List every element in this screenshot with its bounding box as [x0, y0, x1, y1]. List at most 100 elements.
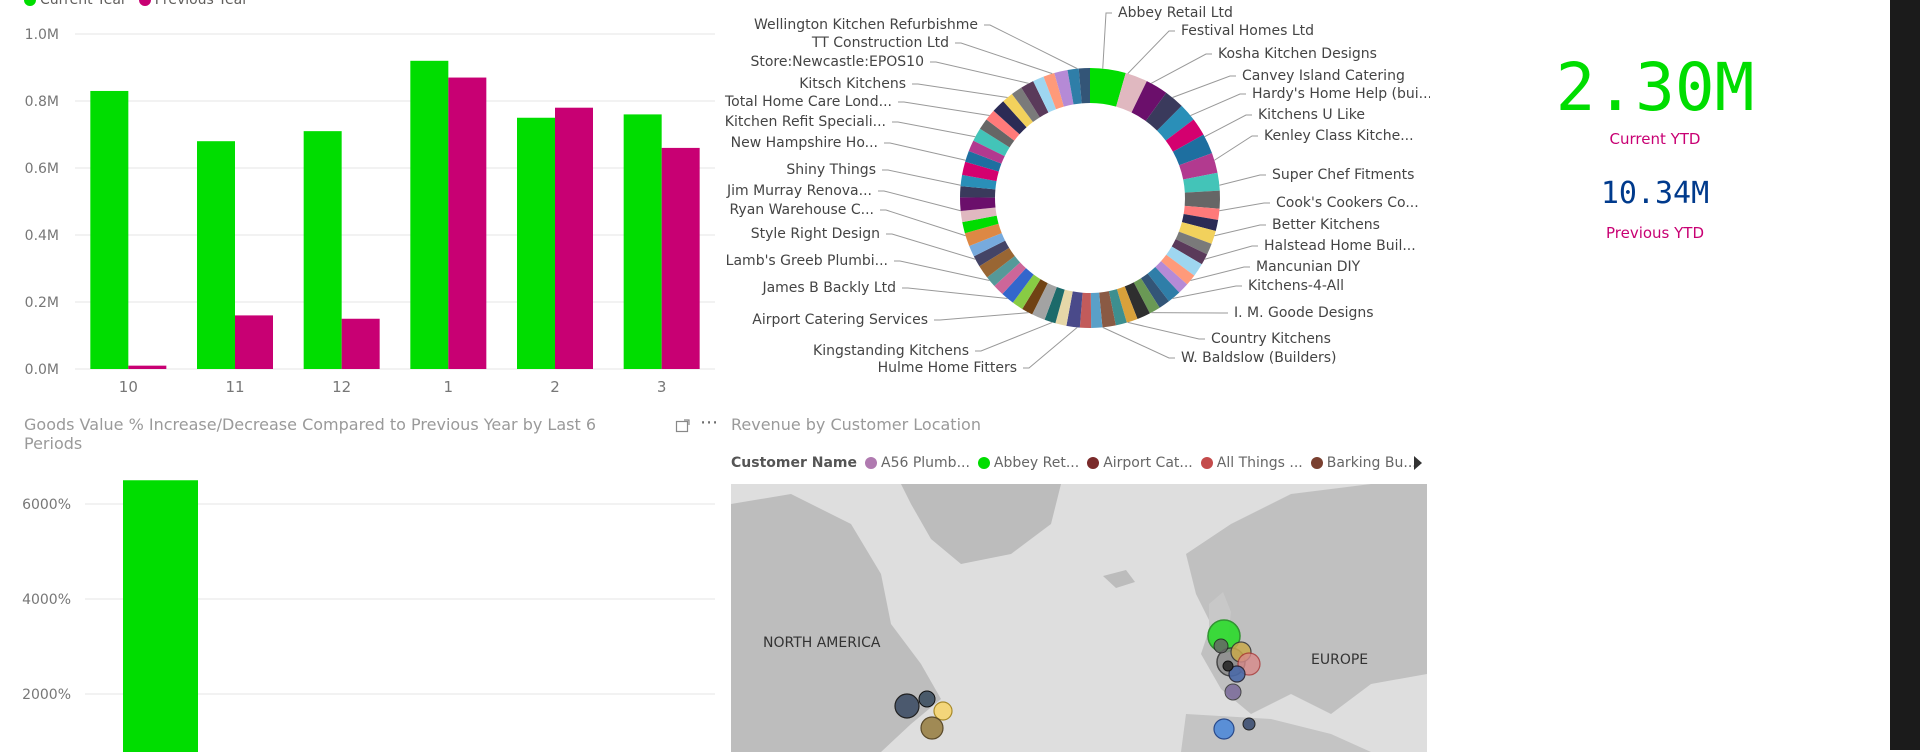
y-tick-label: 6000% [22, 497, 71, 513]
map-legend-item-label: Barking Bu... [1327, 455, 1417, 471]
map-title: Revenue by Customer Location [731, 415, 1231, 434]
leader-line [1219, 203, 1270, 211]
map-legend-item[interactable]: Airport Cat... [1087, 455, 1193, 471]
bar[interactable] [555, 108, 593, 369]
donut-label: Hardy's Home Help (bui... [1252, 86, 1430, 102]
leader-line [882, 170, 961, 185]
leader-line [878, 191, 961, 211]
legend-dot-icon [1311, 457, 1323, 469]
bar[interactable] [410, 61, 448, 369]
donut-label: I. M. Goode Designs [1234, 305, 1374, 321]
leader-line [1190, 267, 1250, 280]
focus-mode-icon[interactable] [675, 418, 691, 434]
previous-ytd-value: 10.34M [1520, 174, 1790, 214]
map-bubble[interactable] [921, 717, 943, 739]
map-legend-item[interactable]: All Things ... [1201, 455, 1303, 471]
map-legend-item[interactable]: Abbey Ret... [978, 455, 1079, 471]
donut-label: Kitchens U Like [1258, 107, 1365, 123]
leader-line [1023, 327, 1077, 368]
x-tick-label: 11 [225, 378, 244, 396]
goods-value-title: Goods Value % Increase/Decrease Compared… [24, 415, 644, 453]
x-tick-label: 1 [444, 378, 454, 396]
leader-line [1128, 322, 1205, 339]
donut-label: TT Construction Ltd [811, 35, 949, 51]
bar[interactable] [90, 91, 128, 369]
donut-slice[interactable] [1185, 191, 1220, 209]
leader-line [880, 210, 966, 236]
leader-line [1172, 76, 1236, 98]
donut-label: Kingstanding Kitchens [813, 343, 969, 359]
donut-label: Super Chef Fitments [1272, 167, 1414, 183]
bar[interactable] [662, 148, 700, 369]
map-bubble[interactable] [919, 691, 935, 707]
legend-dot-icon [978, 457, 990, 469]
goods-value-change-bar-chart[interactable]: 2000% 4000% 6000% [0, 460, 730, 752]
donut-label: Lamb's Greeb Plumbi... [726, 253, 888, 269]
customer-location-map[interactable]: NORTH AMERICA EUROPE [731, 484, 1427, 752]
donut-label: Store:Newcastle:EPOS10 [750, 54, 924, 70]
legend-dot-icon [1087, 457, 1099, 469]
leader-line [912, 84, 1008, 98]
bar[interactable] [448, 78, 486, 369]
map-legend-item-label: Abbey Ret... [994, 455, 1079, 471]
map-legend-item[interactable]: Barking Bu... [1311, 455, 1417, 471]
bar[interactable] [128, 366, 166, 369]
y-tick-label: 0.0M [25, 362, 59, 378]
map-bubble[interactable] [1243, 718, 1255, 730]
donut-label: Shiny Things [786, 162, 876, 178]
y-tick-label: 0.2M [25, 295, 59, 311]
map-bubble[interactable] [934, 702, 952, 720]
donut-label: Airport Catering Services [752, 312, 928, 328]
map-bubble[interactable] [1225, 684, 1241, 700]
map-label-europe: EUROPE [1311, 652, 1368, 668]
y-tick-label: 2000% [22, 687, 71, 703]
donut-label: New Hampshire Ho... [731, 135, 878, 151]
leader-line [955, 43, 1052, 74]
map-legend: Customer Name A56 Plumb... Abbey Ret... … [731, 455, 1417, 471]
map-legend-item[interactable]: A56 Plumb... [865, 455, 970, 471]
leader-line [894, 261, 990, 280]
map-legend-item-label: Airport Cat... [1103, 455, 1193, 471]
leader-line [1128, 31, 1175, 74]
map-bubble[interactable] [1214, 719, 1234, 739]
leader-line [934, 313, 1029, 320]
map-bubble[interactable] [1214, 639, 1228, 653]
map-bubble[interactable] [895, 694, 919, 718]
x-tick-label: 3 [657, 378, 667, 396]
y-tick-label: 4000% [22, 592, 71, 608]
map-legend-item-label: All Things ... [1217, 455, 1303, 471]
donut-label: Jim Murray Renova... [726, 183, 872, 199]
donut-label: Mancunian DIY [1256, 259, 1361, 275]
donut-label: Canvey Island Catering [1242, 68, 1405, 84]
bar[interactable] [235, 315, 273, 369]
leader-line [1214, 136, 1258, 160]
bar[interactable] [517, 118, 555, 369]
y-tick-label: 1.0M [25, 27, 59, 43]
leader-line [892, 122, 975, 137]
leader-line [930, 62, 1029, 83]
previous-ytd-label: Previous YTD [1520, 224, 1790, 242]
map-base [731, 484, 1427, 752]
bar[interactable] [123, 480, 198, 752]
donut-label: Kitsch Kitchens [799, 76, 906, 92]
donut-label: Cook's Cookers Co... [1276, 195, 1419, 211]
leader-line [1219, 175, 1266, 185]
legend-next-arrow-icon[interactable] [1412, 455, 1424, 471]
bar[interactable] [197, 141, 235, 369]
map-bubble[interactable] [1223, 661, 1233, 671]
map-legend-label: Customer Name [731, 455, 857, 471]
current-ytd-value: 2.30M [1520, 48, 1790, 128]
donut-label: Hulme Home Fitters [878, 360, 1017, 376]
map-legend-item-label: A56 Plumb... [881, 455, 970, 471]
donut-label: Ryan Warehouse C... [729, 202, 874, 218]
more-options-icon[interactable]: ⋯ [700, 412, 719, 433]
bar[interactable] [624, 114, 662, 369]
y-tick-label: 0.8M [25, 94, 59, 110]
leader-line [1214, 225, 1266, 236]
donut-label: Wellington Kitchen Refurbishme [754, 17, 978, 33]
bar[interactable] [304, 131, 342, 369]
legend-dot-icon [865, 457, 877, 469]
bar[interactable] [342, 319, 380, 369]
